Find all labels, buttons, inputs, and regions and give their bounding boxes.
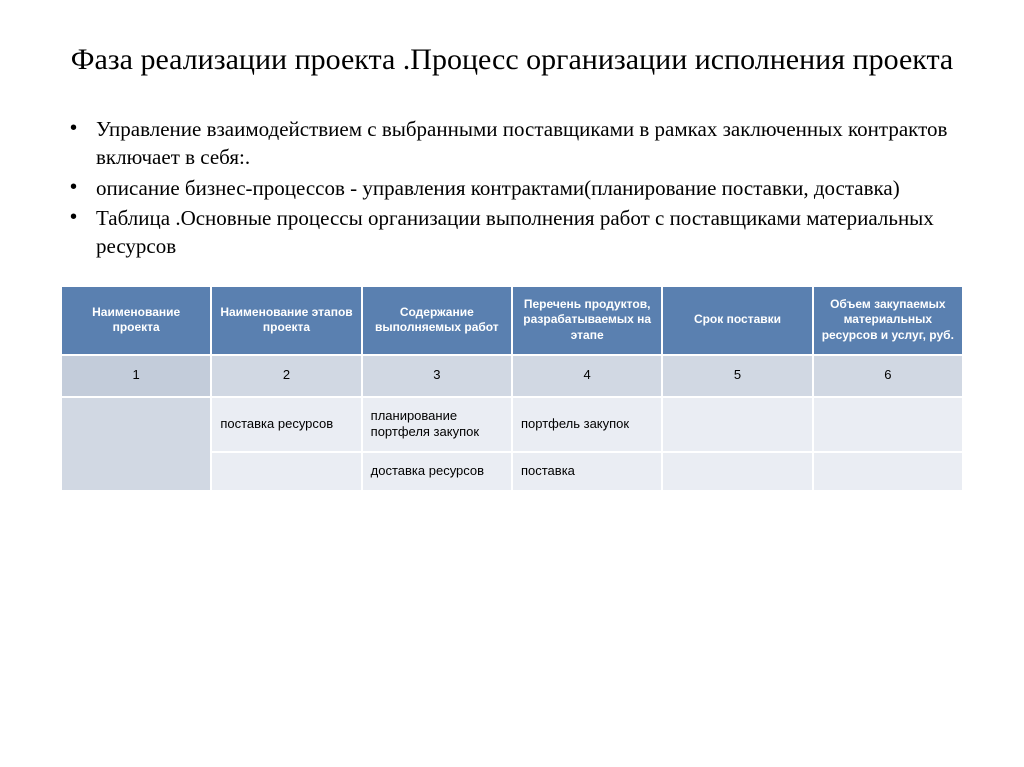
table-cell: планирование портфеля закупок: [362, 397, 512, 453]
col-header: Содержание выполняемых работ: [362, 286, 512, 355]
table-cell: поставка: [512, 452, 662, 491]
col-header: Наименование проекта: [61, 286, 211, 355]
col-header: Срок поставки: [662, 286, 812, 355]
table-cell: [211, 452, 361, 491]
table-cell: [813, 452, 963, 491]
table-cell: [813, 397, 963, 453]
bullet-list: Управление взаимодействием с выбранными …: [60, 115, 964, 261]
process-table: Наименование проекта Наименование этапов…: [60, 285, 964, 492]
table-cell: поставка ресурсов: [211, 397, 361, 453]
bullet-item: Таблица .Основные процессы организации в…: [60, 204, 964, 261]
col-header: Перечень продуктов, разрабатываемых на э…: [512, 286, 662, 355]
table-number-row: 1 2 3 4 5 6: [61, 355, 963, 397]
table-cell: 3: [362, 355, 512, 397]
table-row: поставка ресурсов планирование портфеля …: [61, 397, 963, 453]
table-cell: 2: [211, 355, 361, 397]
bullet-item: Управление взаимодействием с выбранными …: [60, 115, 964, 172]
table-cell: 4: [512, 355, 662, 397]
slide-title: Фаза реализации проекта .Процесс организ…: [60, 40, 964, 79]
table-cell: [61, 397, 211, 492]
table-header-row: Наименование проекта Наименование этапов…: [61, 286, 963, 355]
table-cell: [662, 452, 812, 491]
bullet-item: описание бизнес-процессов - управления к…: [60, 174, 964, 202]
table-cell: доставка ресурсов: [362, 452, 512, 491]
col-header: Объем закупаемых материальных ресурсов и…: [813, 286, 963, 355]
table-cell: [662, 397, 812, 453]
table-cell: 5: [662, 355, 812, 397]
table-cell: портфель закупок: [512, 397, 662, 453]
col-header: Наименование этапов проекта: [211, 286, 361, 355]
table-cell: 6: [813, 355, 963, 397]
table-cell: 1: [61, 355, 211, 397]
